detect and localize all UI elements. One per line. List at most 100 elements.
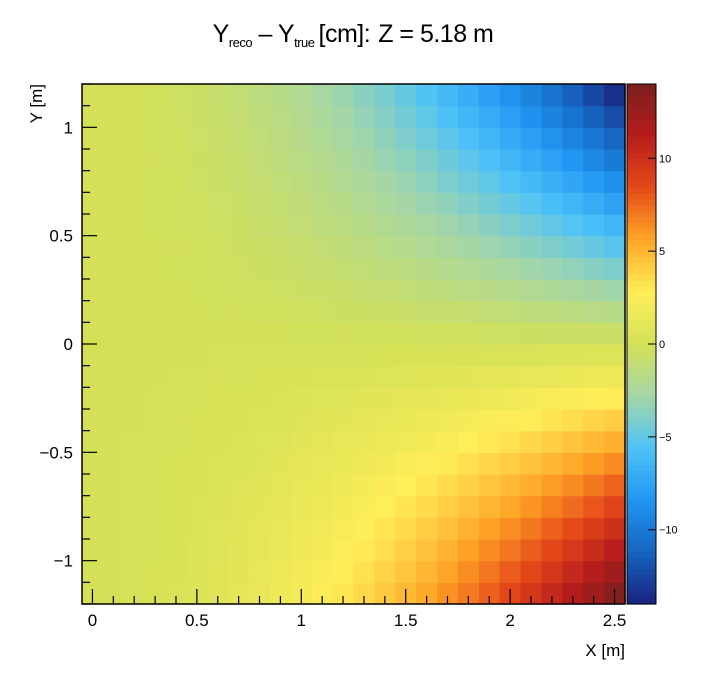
heatmap-cell (520, 387, 543, 410)
colorbar-segment (627, 344, 656, 351)
heatmap-cell (353, 517, 375, 540)
heatmap-cell (290, 387, 313, 410)
heatmap-cell (416, 365, 438, 388)
heatmap-cell (478, 474, 501, 497)
heatmap-cell (290, 170, 313, 193)
colorbar-segment (627, 130, 656, 137)
heatmap-cell (207, 387, 229, 410)
heatmap-cell (102, 300, 125, 323)
heatmap-cell (604, 365, 626, 388)
heatmap-cell (416, 409, 438, 432)
heatmap-cell (541, 192, 563, 215)
heatmap-cell (416, 387, 438, 410)
heatmap-cell (144, 279, 167, 302)
heatmap-cell (228, 365, 250, 388)
heatmap-cell (437, 430, 459, 453)
heatmap-cell (437, 322, 459, 345)
heatmap-cell (416, 539, 438, 562)
heatmap-cell (290, 257, 313, 280)
heatmap-cell (144, 214, 167, 237)
title-y: Y (212, 20, 230, 48)
colorbar-segment (627, 263, 656, 270)
colorbar-segment (627, 413, 656, 420)
heatmap-cell (583, 192, 605, 215)
heatmap-cell (144, 127, 167, 150)
heatmap-cell (395, 149, 417, 172)
heatmap-cell (290, 84, 313, 107)
heatmap-cell (562, 214, 584, 237)
heatmap-cell (311, 84, 334, 107)
heatmap-cell (541, 214, 563, 237)
heatmap-cell (457, 235, 480, 258)
colorbar-segment (627, 528, 656, 536)
heatmap-cell (269, 474, 292, 497)
heatmap-cell (541, 257, 563, 280)
heatmap-cell (499, 474, 522, 497)
heatmap-cell (562, 105, 584, 128)
colorbar-segment (627, 442, 656, 449)
heatmap-cell (520, 582, 543, 605)
heatmap-cell (123, 495, 146, 518)
heatmap-cell (269, 279, 292, 302)
heatmap-cell (395, 517, 417, 540)
heatmap-cell (374, 539, 396, 562)
heatmap-cell (520, 257, 543, 280)
heatmap-cell (186, 170, 208, 193)
heatmap-cell (165, 495, 188, 518)
heatmap-cell (144, 344, 167, 367)
heatmap-cell (269, 387, 292, 410)
heatmap-cell (332, 430, 355, 453)
heatmap-cell (478, 149, 501, 172)
colorbar-segment (627, 147, 656, 154)
heatmap-cell (290, 452, 313, 475)
heatmap-cell (269, 517, 292, 540)
heatmap-cell (604, 170, 626, 193)
heatmap-cell (144, 409, 167, 432)
heatmap-cell (541, 344, 563, 367)
heatmap-cell (165, 409, 188, 432)
heatmap-cell (228, 387, 250, 410)
heatmap-cell (353, 539, 375, 562)
heatmap-cell (478, 387, 501, 410)
heatmap-cell (541, 149, 563, 172)
heatmap-cell (583, 409, 605, 432)
colorbar-segment (627, 453, 656, 461)
heatmap-cell (186, 517, 208, 540)
heatmap-cell (165, 214, 188, 237)
heatmap-cell (123, 149, 146, 172)
heatmap-cell (583, 257, 605, 280)
heatmap-cell (249, 344, 271, 367)
heatmap-cell (249, 452, 271, 475)
heatmap-cell (562, 235, 584, 258)
heatmap-cell (311, 517, 334, 540)
heatmap-cell (437, 539, 459, 562)
heatmap-cell (541, 322, 563, 345)
heatmap-cell (165, 105, 188, 128)
heatmap-cell (123, 539, 146, 562)
heatmap-cell (395, 560, 417, 583)
y-tick-label: −0.5 (39, 443, 73, 462)
heatmap-cell (332, 127, 355, 150)
colorbar-segment (627, 234, 656, 241)
colorbar-segment (627, 355, 656, 362)
heatmap-cell (604, 539, 626, 562)
heatmap-cell (604, 560, 626, 583)
colorbar-segment (627, 349, 656, 357)
heatmap-cell (562, 170, 584, 193)
heatmap-cell (416, 452, 438, 475)
heatmap-cell (604, 344, 626, 367)
heatmap-cell (290, 495, 313, 518)
heatmap-cell (207, 257, 229, 280)
heatmap-cell (290, 474, 313, 497)
heatmap-cell (82, 127, 104, 150)
heatmap-cell (353, 300, 375, 323)
heatmap-cell (332, 279, 355, 302)
heatmap-cell (311, 257, 334, 280)
x-tick-label: 0 (88, 611, 97, 630)
colorbar-segment (627, 511, 656, 518)
heatmap-cell (186, 105, 208, 128)
heatmap-cell (144, 149, 167, 172)
heatmap-cell (249, 279, 271, 302)
colorbar-segment (627, 534, 656, 542)
